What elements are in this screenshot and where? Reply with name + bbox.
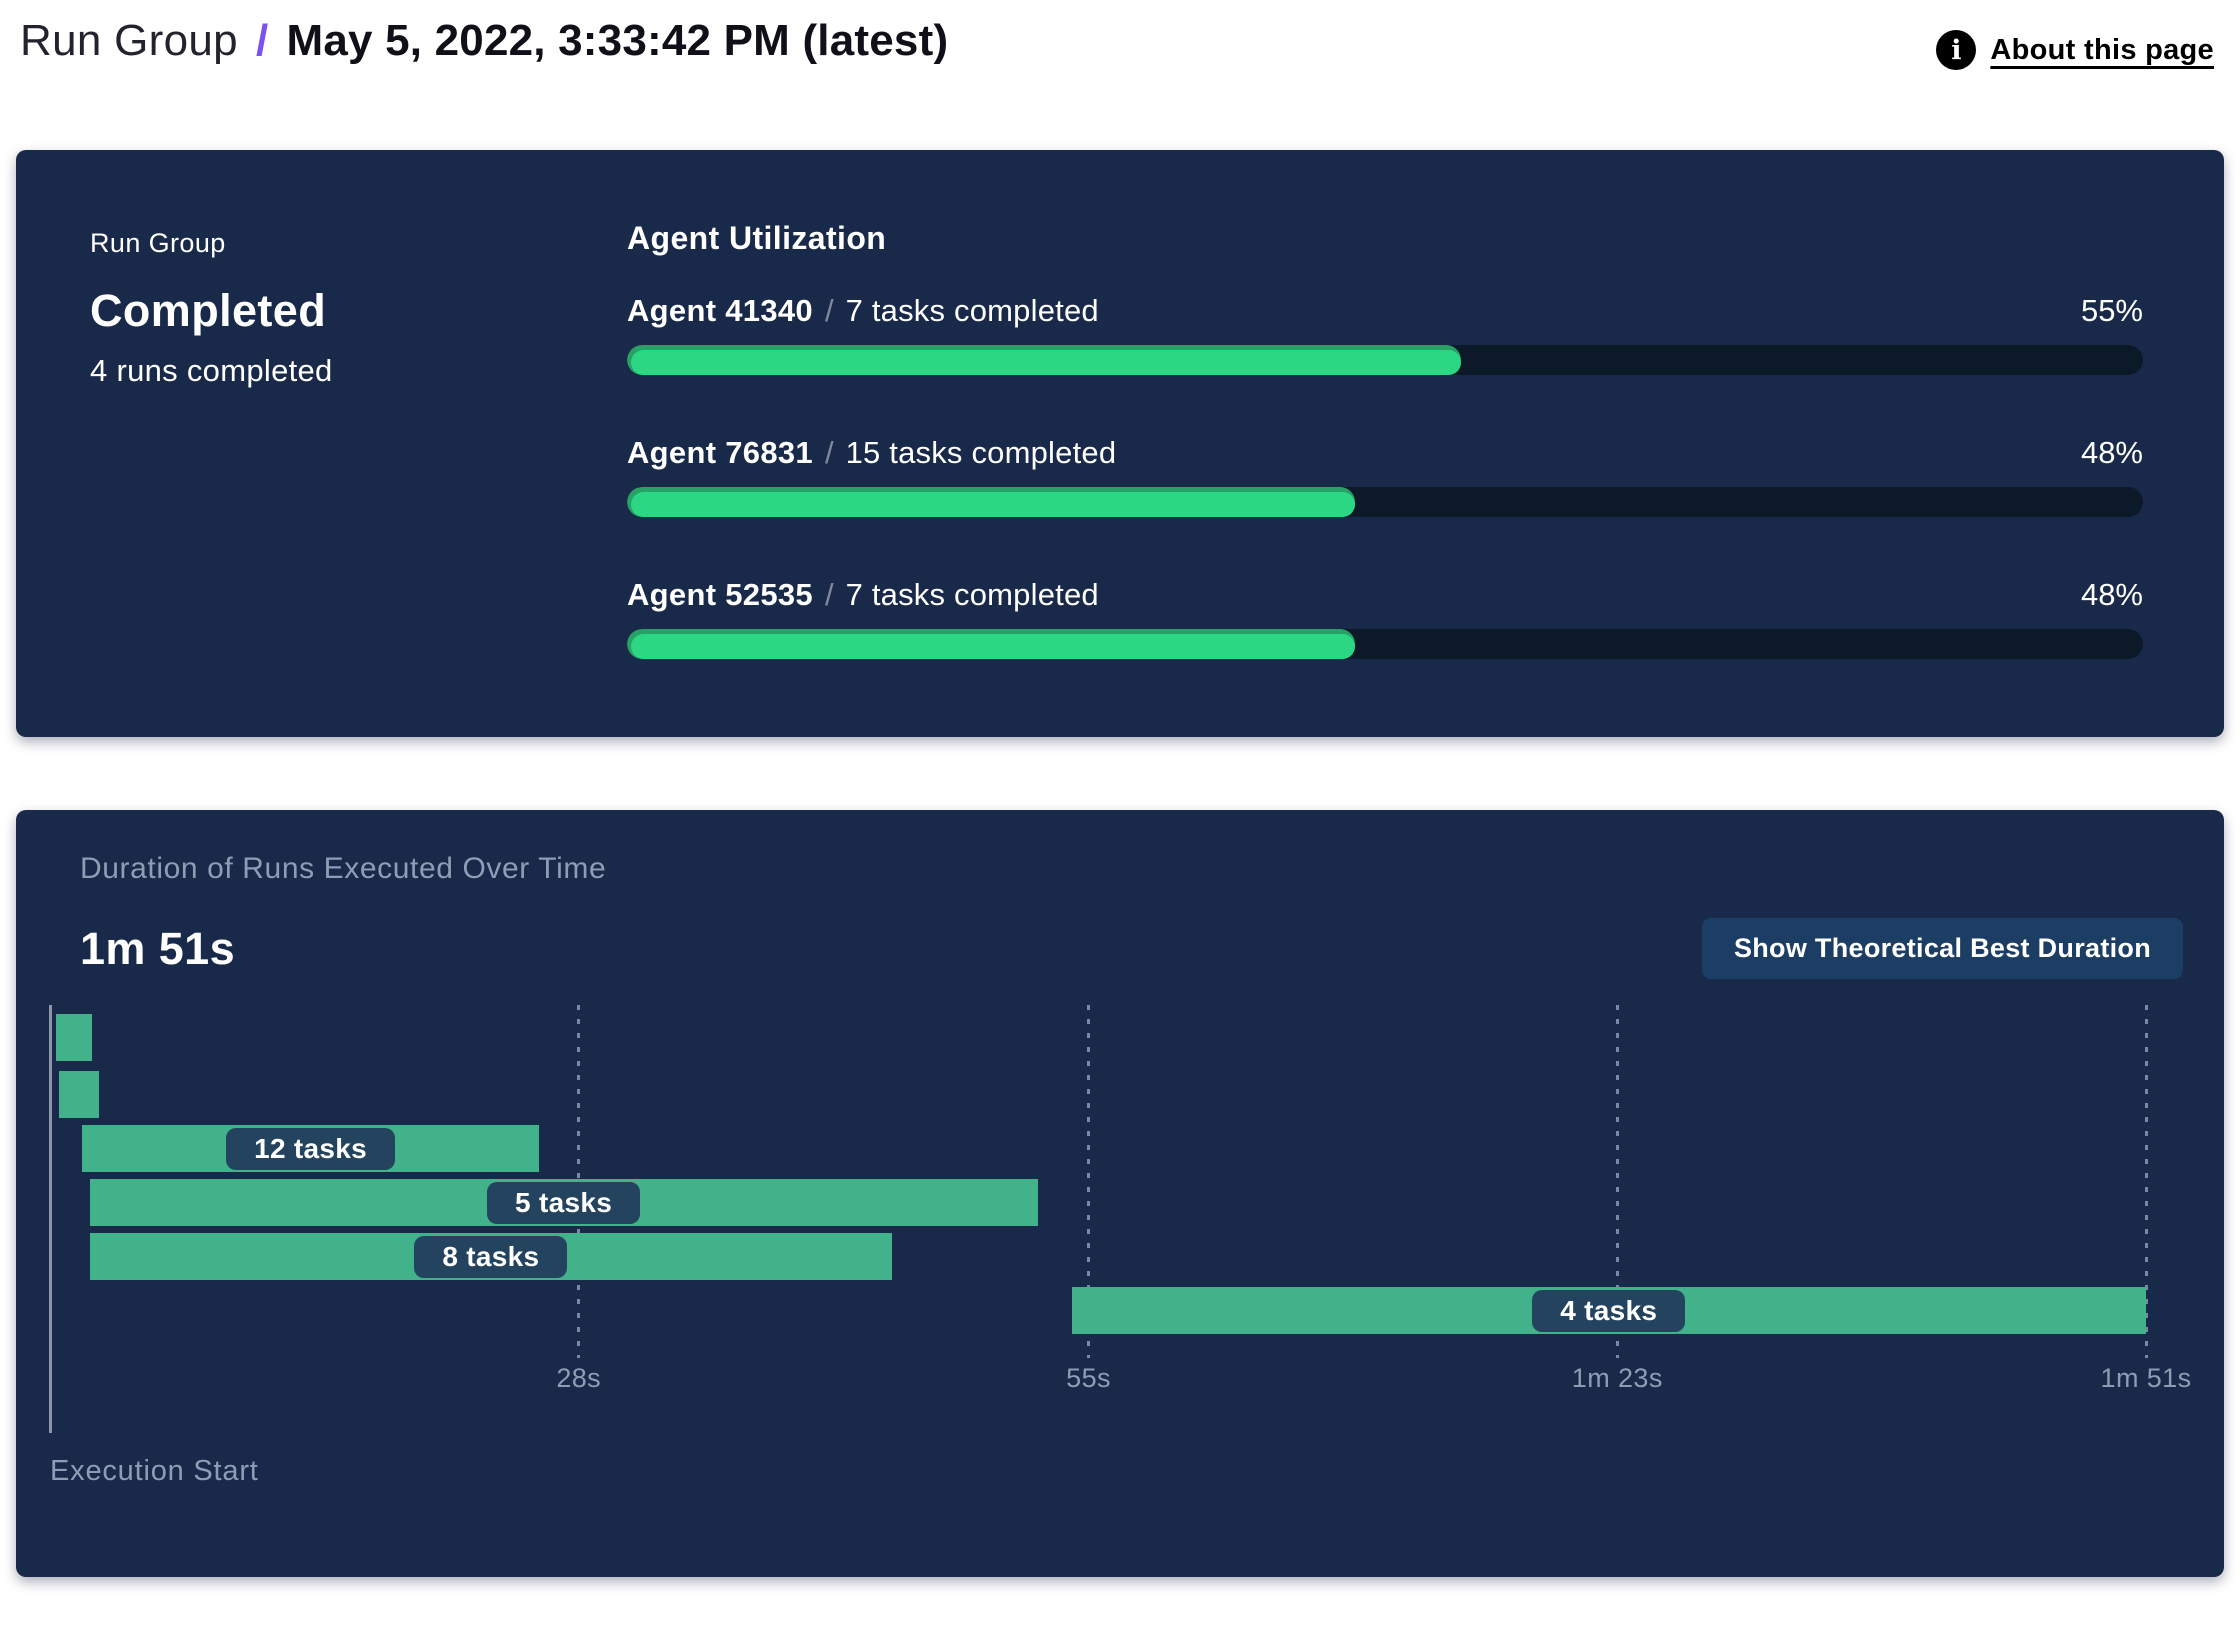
run-group-kicker: Run Group xyxy=(90,228,226,258)
agent-utilization-row: Agent 76831 / 15 tasks completed 48% xyxy=(627,435,2143,517)
run-bar[interactable] xyxy=(55,1014,92,1061)
agent-label-line: Agent 76831 / 15 tasks completed 48% xyxy=(627,435,2143,471)
about-this-page: i About this page xyxy=(1936,30,2214,70)
duration-of-runs-panel: Duration of Runs Executed Over Time 1m 5… xyxy=(16,810,2224,1577)
agent-utilization-title: Agent Utilization xyxy=(627,220,887,256)
utilization-progress-fill-highlight xyxy=(631,350,1461,375)
agent-name: Agent 76831 xyxy=(627,435,813,470)
status-completed: Completed xyxy=(90,285,327,336)
breadcrumb-separator: / xyxy=(255,16,269,65)
breadcrumb-run-group[interactable]: Run Group xyxy=(20,16,238,65)
run-group-status-block: Run Group Completed 4 runs completed xyxy=(90,220,627,737)
duration-chart-title: Duration of Runs Executed Over Time xyxy=(80,852,607,885)
agent-utilization-percent: 55% xyxy=(2080,293,2143,328)
top-bar: Run Group / May 5, 2022, 3:33:42 PM (lat… xyxy=(0,0,2240,70)
total-duration-value: 1m 51s xyxy=(80,922,236,974)
task-count-badge: 5 tasks xyxy=(487,1181,641,1224)
utilization-progress-fill xyxy=(627,345,1461,375)
agent-utilization-section: Agent Utilization Agent 41340 / 7 tasks … xyxy=(627,220,2143,737)
run-bar[interactable]: 8 tasks xyxy=(89,1233,893,1280)
run-group-summary-panel: Run Group Completed 4 runs completed Age… xyxy=(16,150,2224,737)
gridline xyxy=(1615,1005,1619,1358)
page-title: May 5, 2022, 3:33:42 PM (latest) xyxy=(286,16,949,65)
run-bar[interactable]: 4 tasks xyxy=(1071,1287,2146,1334)
run-bar[interactable]: 12 tasks xyxy=(82,1125,540,1172)
utilization-progress-fill-highlight xyxy=(631,492,1355,517)
agent-label-line: Agent 41340 / 7 tasks completed 55% xyxy=(627,293,2143,329)
show-theoretical-best-duration-button[interactable]: Show Theoretical Best Duration xyxy=(1701,918,2183,979)
agent-utilization-percent: 48% xyxy=(2080,435,2143,470)
axis-tick-label: 1m 51s xyxy=(2100,1363,2192,1393)
agent-tasks-completed: 15 tasks completed xyxy=(845,435,1117,470)
utilization-progress-track xyxy=(627,487,2143,517)
breadcrumb: Run Group / May 5, 2022, 3:33:42 PM (lat… xyxy=(20,16,948,66)
runs-completed-count: 4 runs completed xyxy=(90,353,333,388)
axis-tick-label: 28s xyxy=(556,1363,602,1393)
execution-start-axis-line xyxy=(49,1005,52,1433)
agent-name: Agent 52535 xyxy=(627,577,813,612)
agent-tasks-completed: 7 tasks completed xyxy=(845,577,1099,612)
run-duration-gantt-chart: 28s 55s 1m 23s 1m 51s 12 tasks 5 tasks 8 tasks… xyxy=(49,1005,2191,1475)
agent-utilization-row: Agent 41340 / 7 tasks completed 55% xyxy=(627,293,2143,375)
utilization-progress-track xyxy=(627,629,2143,659)
agent-label-line: Agent 52535 / 7 tasks completed 48% xyxy=(627,577,2143,613)
agent-label-separator: / xyxy=(824,435,834,470)
utilization-progress-fill xyxy=(627,629,1355,659)
run-bar[interactable]: 5 tasks xyxy=(89,1179,1038,1226)
agent-name: Agent 41340 xyxy=(627,293,813,328)
execution-start-label: Execution Start xyxy=(50,1455,259,1487)
axis-tick-label: 1m 23s xyxy=(1571,1363,1663,1393)
agent-tasks-completed: 7 tasks completed xyxy=(845,293,1099,328)
task-count-badge: 4 tasks xyxy=(1532,1289,1686,1332)
run-bar[interactable] xyxy=(59,1071,100,1118)
utilization-progress-fill-highlight xyxy=(631,634,1355,659)
task-count-badge: 8 tasks xyxy=(414,1235,568,1278)
agent-label-separator: / xyxy=(824,577,834,612)
about-page-link[interactable]: About this page xyxy=(1990,33,2214,66)
utilization-progress-track xyxy=(627,345,2143,375)
agent-utilization-percent: 48% xyxy=(2080,577,2143,612)
agent-label-separator: / xyxy=(824,293,834,328)
utilization-progress-fill xyxy=(627,487,1355,517)
agent-utilization-list: Agent 41340 / 7 tasks completed 55% Agen… xyxy=(627,293,2143,659)
duration-header-row: 1m 51s Show Theoretical Best Duration xyxy=(80,918,2183,979)
agent-utilization-row: Agent 52535 / 7 tasks completed 48% xyxy=(627,577,2143,659)
axis-tick-label: 55s xyxy=(1066,1363,1111,1393)
gridline xyxy=(2144,1005,2148,1358)
info-icon[interactable]: i xyxy=(1936,30,1977,70)
gridline xyxy=(1087,1005,1091,1358)
task-count-badge: 12 tasks xyxy=(226,1127,396,1170)
